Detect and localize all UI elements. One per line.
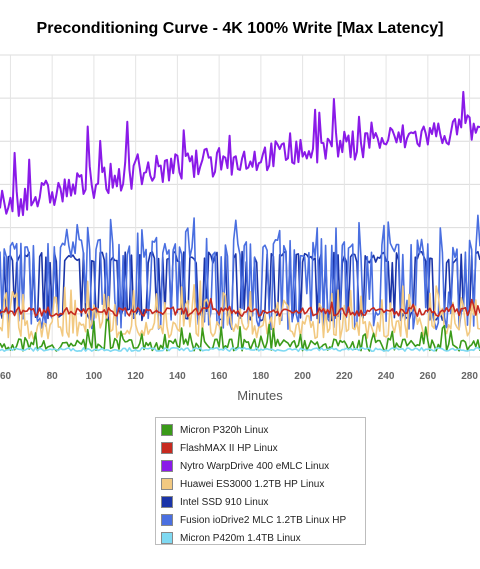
x-tick-label: 180 (253, 371, 270, 382)
chart-title: Preconditioning Curve - 4K 100% Write [M… (36, 20, 444, 37)
x-axis-label: Minutes (237, 388, 283, 403)
legend-item: Intel SSD 910 Linux (161, 493, 365, 511)
x-tick-label: 60 (0, 371, 12, 382)
x-tick-label: 140 (169, 371, 186, 382)
x-tick-label: 100 (86, 371, 103, 382)
legend-item: Micron P420m 1.4TB Linux (161, 529, 365, 547)
legend: Micron P320h Linux FlashMAX II HP Linux Ny… (155, 417, 366, 545)
legend-swatch (161, 478, 173, 490)
legend-swatch (161, 442, 173, 454)
x-tick-label: 160 (211, 371, 228, 382)
legend-swatch (161, 514, 173, 526)
series-line-huawei-es3000 (0, 280, 480, 340)
series-line-flashmax-ii (0, 297, 480, 318)
legend-item: Micron P320h Linux (161, 421, 365, 439)
x-tick-label: 240 (378, 371, 395, 382)
legend-item: Nytro WarpDrive 400 eMLC Linux (161, 457, 365, 475)
x-tick-label: 200 (294, 371, 311, 382)
legend-swatch (161, 460, 173, 472)
x-axis-ticks: 60 80 100 120 140 160 180 200 220 240 260 280 (0, 371, 478, 382)
legend-label: Huawei ES3000 1.2TB HP Linux (180, 478, 325, 490)
legend-label: Fusion ioDrive2 MLC 1.2TB Linux HP (180, 514, 347, 526)
legend-item: Huawei ES3000 1.2TB HP Linux (161, 475, 365, 493)
legend-swatch (161, 496, 173, 508)
legend-swatch (161, 532, 173, 544)
x-tick-label: 220 (336, 371, 353, 382)
legend-label: Micron P320h Linux (180, 424, 269, 436)
legend-item: FlashMAX II HP Linux (161, 439, 365, 457)
legend-swatch (161, 424, 173, 436)
series-line-fusion-iodrive2 (0, 214, 480, 331)
legend-label: Intel SSD 910 Linux (180, 496, 269, 508)
series-line-micron-p320h (0, 318, 480, 352)
x-tick-label: 80 (47, 371, 59, 382)
legend-label: Nytro WarpDrive 400 eMLC Linux (180, 460, 330, 472)
series-line-nytro-warpdrive (0, 90, 480, 217)
series-lines (0, 90, 480, 353)
legend-label: Micron P420m 1.4TB Linux (180, 532, 301, 544)
line-chart: 60 80 100 120 140 160 180 200 220 240 260 280 Minut… (0, 54, 480, 403)
series-line-micron-p420m (0, 346, 480, 353)
legend-item: Fusion ioDrive2 MLC 1.2TB Linux HP (161, 511, 365, 529)
x-tick-label: 280 (461, 371, 478, 382)
x-tick-label: 260 (419, 371, 436, 382)
x-tick-label: 120 (127, 371, 144, 382)
legend-label: FlashMAX II HP Linux (180, 442, 278, 454)
